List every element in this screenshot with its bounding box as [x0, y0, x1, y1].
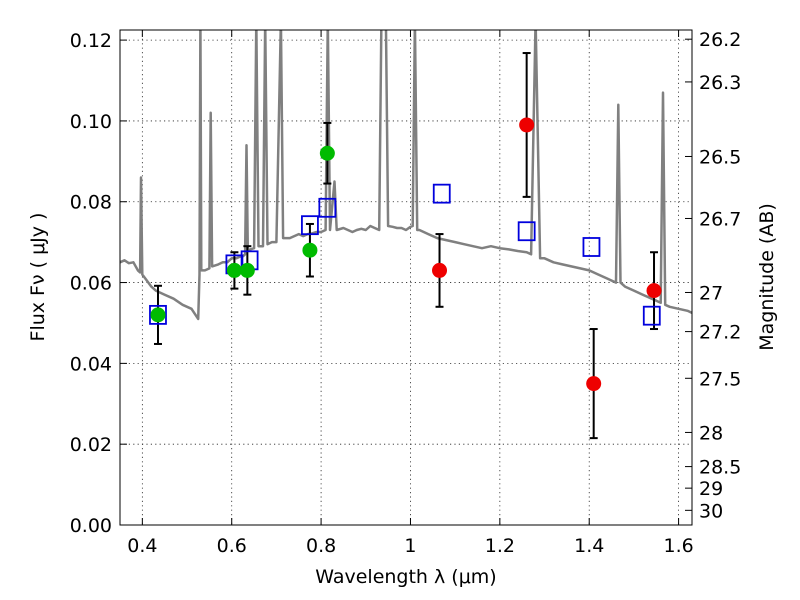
- plot-frame: [119, 29, 693, 526]
- data-point: [432, 262, 448, 278]
- x-tick-label: 1.2: [485, 535, 515, 557]
- magnitude-tick-label: 27: [699, 282, 723, 304]
- data-point: [319, 145, 335, 161]
- model-band-square: [301, 215, 319, 236]
- observed-fluxes: [150, 117, 662, 392]
- model-band-square: [517, 221, 536, 242]
- model-spectrum: [120, 30, 692, 321]
- x-axis-ticks: 0.4 0.6 0.8 1 1.2 1.4 1.6: [127, 30, 694, 557]
- magnitude-tick-label: 26.3: [699, 72, 741, 94]
- magnitude-tick-label: 27.2: [699, 322, 741, 344]
- magnitude-tick-label: 26.7: [699, 208, 741, 230]
- y-tick-label: 0.06: [70, 273, 112, 295]
- data-point: [226, 262, 242, 278]
- magnitude-tick-label: 28.5: [699, 457, 741, 479]
- x-tick-label: 0.4: [127, 535, 157, 557]
- model-band-square: [432, 183, 451, 204]
- x-tick-label: 1.6: [663, 535, 693, 557]
- data-point: [586, 376, 602, 392]
- data-point: [519, 117, 535, 133]
- y-tick-label: 0.02: [70, 434, 112, 456]
- model-band-square: [582, 237, 601, 257]
- magnitude-tick-label: 26.2: [699, 29, 741, 51]
- model-spectrum-line: [120, 30, 692, 321]
- plot-background: [120, 30, 692, 525]
- magnitude-axis-label: Magnitude (AB): [756, 203, 778, 351]
- y-tick-label: 0.04: [70, 353, 112, 375]
- magnitude-tick-label: 27.5: [699, 368, 741, 390]
- magnitude-tick-label: 30: [699, 500, 723, 522]
- y-tick-label: 0.10: [70, 111, 112, 133]
- y-axis-label: Flux Fν ( μJy ): [27, 213, 49, 342]
- y-axis-ticks: 0.00 0.02 0.04 0.06 0.08 0.10 0.12: [70, 30, 127, 537]
- y-tick-label: 0.00: [70, 515, 112, 537]
- x-tick-label: 1.4: [574, 535, 604, 557]
- grid: [120, 30, 692, 525]
- data-point: [646, 283, 662, 299]
- model-band-square: [642, 305, 661, 326]
- magnitude-tick-label: 26.5: [699, 146, 741, 168]
- data-point: [302, 242, 318, 258]
- magnitude-tick-label: 28: [699, 422, 723, 444]
- x-axis-label: Wavelength λ (μm): [315, 566, 496, 588]
- magnitude-tick-label: 29: [699, 478, 723, 500]
- data-point: [150, 307, 166, 323]
- model-band-square: [149, 304, 167, 325]
- data-point: [239, 262, 255, 278]
- y-tick-label: 0.08: [70, 192, 112, 214]
- model-band-square: [318, 197, 337, 218]
- y-tick-label: 0.12: [70, 30, 112, 52]
- x-tick-label: 1: [404, 535, 416, 557]
- x-tick-label: 0.8: [306, 535, 336, 557]
- x-tick-label: 0.6: [217, 535, 247, 557]
